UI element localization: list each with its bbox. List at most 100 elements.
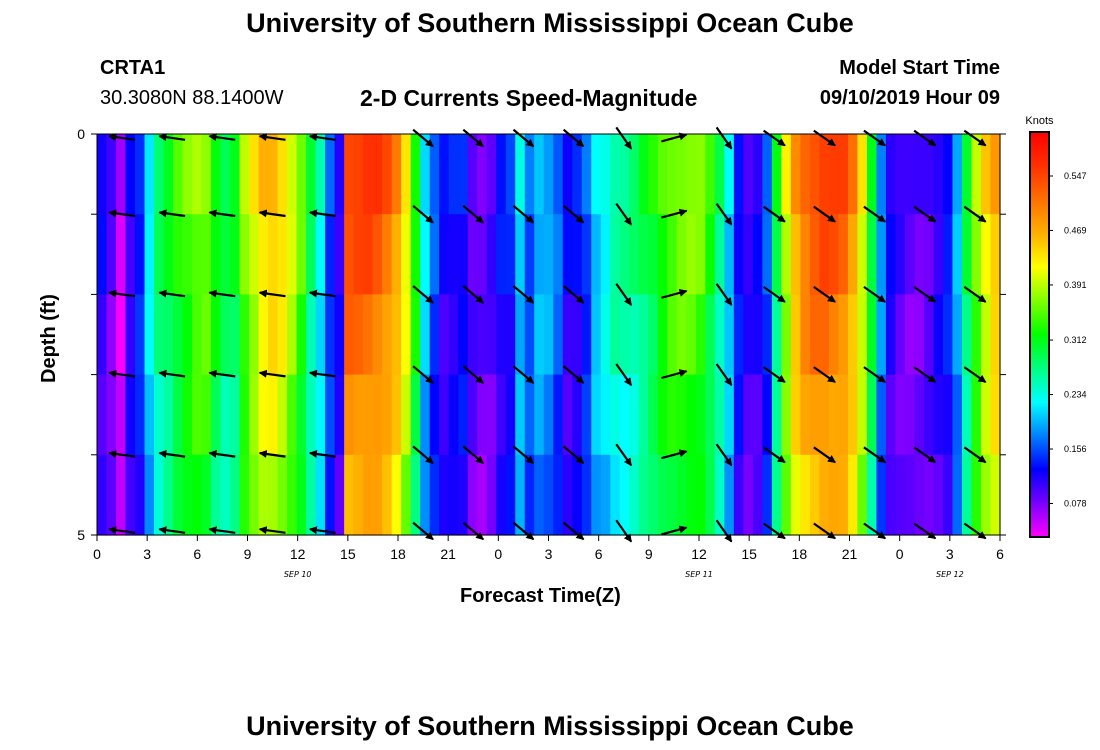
heatmap-cell [116,134,127,215]
heatmap-cell [923,134,935,215]
heatmap-cell [686,214,697,295]
heatmap-cell [534,214,545,295]
heatmap-cell [876,134,887,215]
x-tick-label: 6 [996,546,1004,562]
heatmap-cell [201,454,212,536]
heatmap-cell [828,374,840,456]
heatmap-cell [686,294,697,376]
heatmap-cell [306,134,317,215]
heatmap-cell [581,134,592,215]
heatmap-cell [667,294,678,376]
current-vector-arrow [258,133,286,142]
heatmap-cell [334,454,345,536]
current-vectors [108,126,987,543]
heatmap-cell [439,214,450,295]
current-vector-arrow [108,369,136,378]
heatmap-cell [933,214,944,295]
heatmap-cell [363,134,374,215]
heatmap-cell [800,374,811,456]
heatmap-cell [353,374,364,456]
heatmap-cell [230,214,241,295]
heatmap-cell [211,134,222,215]
heatmap-cell [524,214,535,295]
current-vector-arrow [562,128,585,148]
heatmap-cell [106,214,117,295]
current-vector-arrow [963,522,987,540]
heatmap-cell [496,134,507,215]
heatmap-cell [667,454,678,536]
current-vector-arrow [813,446,836,464]
heatmap-cell [277,214,288,295]
heatmap-cell [524,374,535,456]
heatmap-cell [334,294,345,376]
heatmap-cell [353,454,364,536]
heatmap-cell [752,214,763,295]
heatmap-cell [752,374,763,456]
heatmap-cell [676,454,687,536]
heatmap-cell [306,374,317,456]
heatmap-cell [610,294,621,376]
heatmap-cell [857,374,868,456]
heatmap-cell [942,374,954,456]
current-vector-arrow [512,521,535,541]
current-vector-arrow [615,363,633,387]
heatmap-cell [553,294,564,376]
heatmap-cell [182,454,193,536]
heatmap-cell [315,454,326,536]
heatmap-cell [762,454,773,536]
heatmap-cell [961,134,973,215]
heatmap-cell [249,374,260,456]
heatmap-cell [220,374,231,456]
current-vector-arrow [715,126,733,150]
heatmap-cell [781,294,792,376]
heatmap-cell [467,134,478,215]
current-vector-arrow [308,450,336,458]
heatmap-cell [714,134,725,215]
heatmap-cell [695,134,706,215]
heatmap-cell [572,454,583,536]
heatmap-cell [315,294,326,376]
x-tick-label: 15 [340,546,356,562]
heatmap-cell [344,294,355,376]
heatmap-cell [714,214,725,295]
heatmap-cell [116,294,127,376]
current-vector-arrow [308,209,336,218]
heatmap-cell [325,454,336,536]
heatmap-cell [410,294,421,376]
heatmap-cell [144,294,155,376]
heatmap-cell [733,374,744,456]
current-vector-arrow [715,202,733,226]
heatmap-cell [610,214,621,295]
heatmap-cell [258,374,269,456]
heatmap-cell [154,214,165,295]
heatmap-cell [648,374,659,456]
heatmap-cell [771,214,782,295]
heatmap-cell [391,134,402,215]
heatmap-cell [657,294,668,376]
current-vector-arrow [258,450,286,458]
heatmap-cell [524,134,535,215]
heatmap-cell [135,294,146,376]
heatmap-cell [325,294,336,376]
station-coords: 30.3080N 88.1400W [100,87,284,109]
heatmap-cell [106,294,117,376]
heatmap-cell [828,214,840,295]
heatmap-cell [534,374,545,456]
heatmap-cell [581,374,592,456]
heatmap-cell [591,294,602,376]
current-vector-arrow [158,369,186,378]
colorbar-unit-label: Knots [1025,115,1054,127]
x-tick-label: 3 [143,546,151,562]
colorbar-tick-label: 0.312 [1064,335,1087,345]
x-tick-label: 0 [494,546,502,562]
heatmap-cell [619,294,630,376]
date-label: SEP 11 [685,570,713,579]
current-vector-arrow [863,366,887,383]
heatmap-cell [714,374,725,456]
heatmap-cell [515,134,526,215]
current-vector-arrow [258,369,286,378]
current-vector-arrow [963,446,987,464]
heatmap-cell [334,134,345,215]
heatmap-cell [866,454,878,536]
heatmap-cell [211,214,222,295]
